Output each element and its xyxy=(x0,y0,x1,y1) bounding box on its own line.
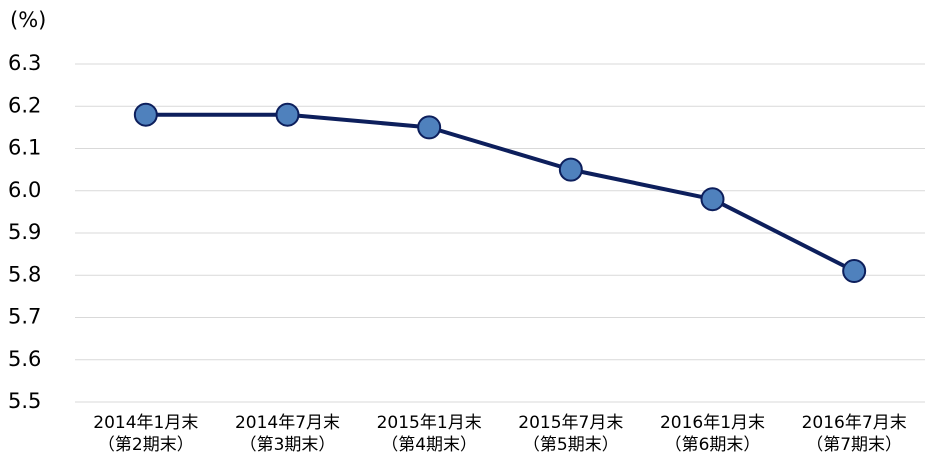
unit-label: (%) xyxy=(10,8,46,32)
x-tick-label: 2015年1月末 （第4期末） xyxy=(376,413,482,455)
x-tick-label: 2015年7月末 （第5期末） xyxy=(518,413,624,455)
y-tick-label: 6.3 xyxy=(8,51,41,75)
y-tick-label: 5.6 xyxy=(8,347,41,371)
marker xyxy=(842,259,867,284)
marker xyxy=(417,115,442,140)
x-tick-label: 2016年1月末 （第6期末） xyxy=(659,413,766,455)
x-tick-label: 2014年1月末 （第2期末） xyxy=(93,413,199,455)
y-tick-label: 6.1 xyxy=(8,136,41,160)
marker xyxy=(558,157,583,182)
marker xyxy=(275,102,300,127)
y-tick-label: 5.7 xyxy=(8,305,41,329)
y-tick-label: 6.2 xyxy=(8,93,41,117)
y-tick-label: 5.9 xyxy=(8,220,41,244)
y-tick-label: 5.8 xyxy=(8,262,41,286)
y-tick-label: 5.5 xyxy=(8,389,41,413)
y-tick-label: 6.0 xyxy=(8,178,41,202)
marker xyxy=(700,187,725,212)
marker xyxy=(133,102,158,127)
line xyxy=(145,112,856,273)
x-tick-label: 2016年7月末 （第7期末） xyxy=(801,413,907,455)
x-tick-label: 2014年7月末 （第3期末） xyxy=(234,413,341,455)
